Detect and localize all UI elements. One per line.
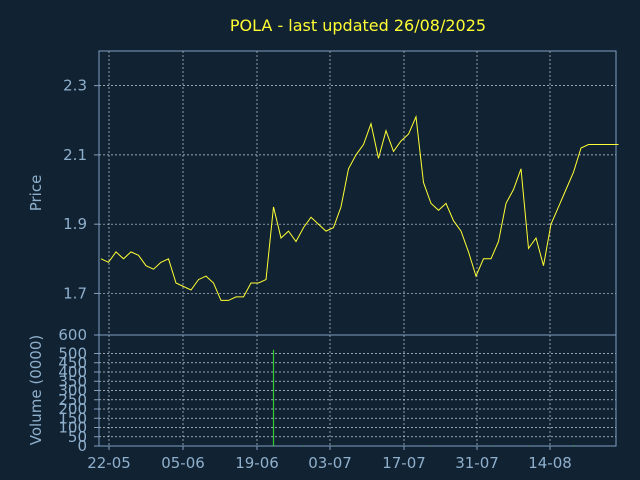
volume-tick-label: 150 bbox=[58, 409, 87, 427]
volume-bars bbox=[272, 349, 575, 446]
x-tick-label: 19-06 bbox=[235, 454, 279, 472]
volume-tick-label: 100 bbox=[58, 419, 87, 437]
volume-tick-label: 0 bbox=[77, 437, 87, 455]
volume-grid bbox=[99, 335, 616, 446]
volume-tick-label: 250 bbox=[58, 391, 87, 409]
volume-tick-label: 200 bbox=[58, 400, 87, 418]
volume-axis-label: Volume (0000) bbox=[27, 335, 45, 445]
volume-tick-label: 600 bbox=[58, 326, 87, 344]
price-tick-label: 1.7 bbox=[63, 284, 87, 302]
volume-tick-label: 400 bbox=[58, 363, 87, 381]
price-panel: 1.7 1.9 2.1 2.3 Price bbox=[27, 50, 619, 336]
price-tick-label: 2.3 bbox=[63, 77, 87, 95]
price-tick-label: 1.9 bbox=[63, 215, 87, 233]
chart-title: POLA - last updated 26/08/2025 bbox=[230, 16, 486, 35]
x-tick-label: 22-05 bbox=[87, 454, 131, 472]
price-line bbox=[100, 114, 619, 301]
x-tick-label: 03-07 bbox=[308, 454, 352, 472]
price-grid bbox=[99, 51, 616, 335]
price-axis-label: Price bbox=[27, 175, 45, 212]
x-tick-label: 14-08 bbox=[528, 454, 572, 472]
volume-tick-label: 500 bbox=[58, 345, 87, 363]
x-tick-label: 17-07 bbox=[382, 454, 426, 472]
volume-tick-label: 300 bbox=[58, 382, 87, 400]
volume-tick-label: 450 bbox=[58, 354, 87, 372]
x-axis-ticks: 22-05 05-06 19-06 03-07 17-07 31-07 14-08 bbox=[87, 446, 572, 472]
x-tick-label: 05-06 bbox=[161, 454, 205, 472]
volume-tick-label: 50 bbox=[68, 428, 87, 446]
volume-tick-label: 350 bbox=[58, 372, 87, 390]
price-y-ticks: 1.7 1.9 2.1 2.3 bbox=[63, 77, 99, 302]
x-tick-label: 31-07 bbox=[455, 454, 499, 472]
price-tick-label: 2.1 bbox=[63, 146, 87, 164]
